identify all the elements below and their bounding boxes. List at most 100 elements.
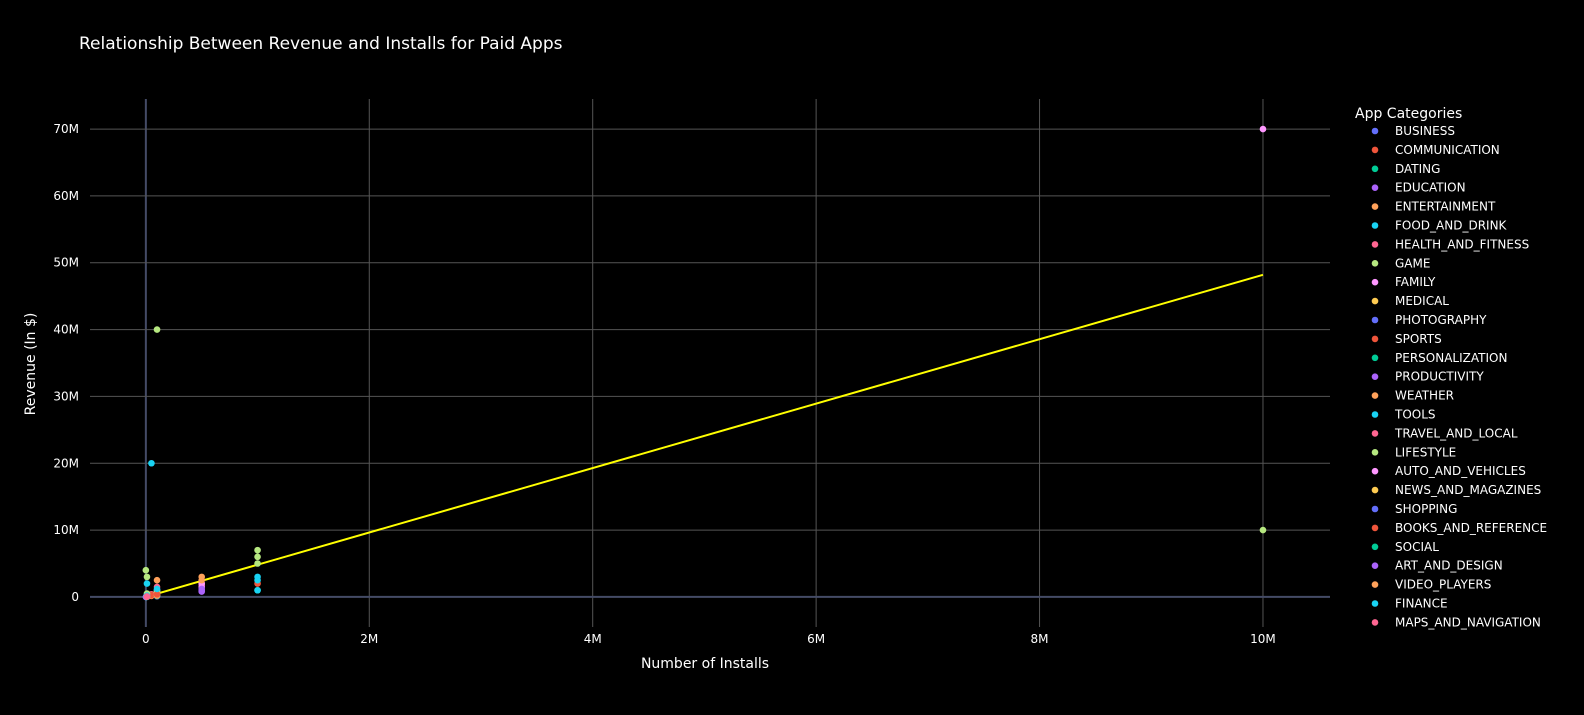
data-point — [153, 585, 161, 593]
data-point — [142, 566, 150, 574]
legend-marker — [1371, 165, 1379, 173]
legend-label: AUTO_AND_VEHICLES — [1395, 464, 1526, 478]
legend-item-maps-and-navigation[interactable]: MAPS_AND_NAVIGATION — [1371, 615, 1541, 629]
legend-label: PERSONALIZATION — [1395, 351, 1507, 365]
legend-item-news-and-magazines[interactable]: NEWS_AND_MAGAZINES — [1371, 483, 1542, 497]
legend-label: SHOPPING — [1395, 502, 1457, 516]
legend-item-entertainment[interactable]: ENTERTAINMENT — [1371, 200, 1496, 214]
y-tick-label: 30M — [53, 389, 79, 403]
legend-marker — [1371, 184, 1379, 191]
legend-label: GAME — [1395, 256, 1430, 270]
legend-label: FINANCE — [1395, 597, 1448, 611]
legend-item-travel-and-local[interactable]: TRAVEL_AND_LOCAL — [1371, 426, 1518, 440]
legend-label: BOOKS_AND_REFERENCE — [1395, 521, 1547, 535]
legend-marker — [1371, 354, 1379, 362]
legend-item-sports[interactable]: SPORTS — [1371, 332, 1442, 346]
legend-item-productivity[interactable]: PRODUCTIVITY — [1371, 370, 1485, 384]
legend-item-photography[interactable]: PHOTOGRAPHY — [1371, 313, 1487, 327]
legend-label: NEWS_AND_MAGAZINES — [1395, 483, 1541, 497]
legend-marker — [1371, 449, 1379, 456]
legend-item-art-and-design[interactable]: ART_AND_DESIGN — [1371, 559, 1503, 573]
x-tick-label: 0 — [142, 632, 150, 646]
x-tick-label: 8M — [1031, 632, 1049, 646]
x-tick-label: 6M — [807, 632, 825, 646]
legend-item-communication[interactable]: COMMUNICATION — [1371, 143, 1500, 157]
legend-marker — [1371, 430, 1379, 437]
legend-label: EDUCATION — [1395, 181, 1466, 195]
legend-item-video-players[interactable]: VIDEO_PLAYERS — [1371, 578, 1492, 592]
legend-item-social[interactable]: SOCIAL — [1371, 540, 1439, 554]
y-tick-label: 0 — [71, 590, 79, 604]
legend-item-auto-and-vehicles[interactable]: AUTO_AND_VEHICLES — [1371, 464, 1526, 478]
legend-label: SPORTS — [1395, 332, 1442, 346]
y-tick-label: 40M — [53, 323, 79, 337]
legend-label: PHOTOGRAPHY — [1395, 313, 1487, 327]
x-axis-title: Number of Installs — [641, 656, 769, 672]
legend-item-personalization[interactable]: PERSONALIZATION — [1371, 351, 1508, 365]
y-tick-label: 10M — [53, 523, 79, 537]
y-tick-label: 60M — [53, 189, 79, 203]
legend-item-lifestyle[interactable]: LIFESTYLE — [1371, 445, 1457, 459]
data-point — [254, 576, 261, 584]
legend-label: SOCIAL — [1395, 540, 1439, 554]
legend-label: TRAVEL_AND_LOCAL — [1394, 426, 1518, 440]
legend-label: FAMILY — [1395, 275, 1436, 289]
legend-item-business[interactable]: BUSINESS — [1371, 124, 1455, 138]
legend-label: BUSINESS — [1395, 124, 1455, 138]
legend-item-family[interactable]: FAMILY — [1371, 275, 1436, 289]
legend-label: VIDEO_PLAYERS — [1395, 578, 1491, 592]
legend-marker — [1371, 316, 1379, 324]
data-point — [254, 560, 261, 567]
legend-marker — [1371, 260, 1379, 267]
legend[interactable]: App Categories BUSINESS COMMUNICATION DATI… — [1355, 106, 1547, 629]
legend-label: LIFESTYLE — [1395, 445, 1456, 459]
data-point — [254, 586, 261, 594]
legend-marker — [1371, 619, 1379, 626]
legend-item-medical[interactable]: MEDICAL — [1371, 294, 1450, 308]
legend-item-weather[interactable]: WEATHER — [1371, 389, 1454, 403]
data-point — [1259, 526, 1267, 534]
legend-marker — [1371, 146, 1379, 154]
y-tick-label: 20M — [53, 456, 79, 470]
legend-marker — [1371, 222, 1379, 229]
data-point — [143, 573, 151, 581]
grid — [90, 99, 1330, 627]
legend-label: ENTERTAINMENT — [1395, 200, 1496, 214]
data-point — [143, 593, 151, 600]
legend-item-food-and-drink[interactable]: FOOD_AND_DRINK — [1371, 219, 1508, 233]
legend-item-health-and-fitness[interactable]: HEALTH_AND_FITNESS — [1371, 237, 1530, 251]
legend-item-game[interactable]: GAME — [1371, 256, 1431, 270]
legend-marker — [1371, 543, 1379, 551]
legend-label: DATING — [1395, 162, 1440, 176]
legend-item-shopping[interactable]: SHOPPING — [1371, 502, 1458, 516]
legend-marker — [1371, 373, 1379, 381]
data-point — [254, 546, 261, 554]
data-point — [254, 553, 261, 561]
x-tick-label: 10M — [1250, 632, 1276, 646]
legend-title: App Categories — [1355, 106, 1462, 122]
data-point — [153, 590, 161, 598]
legend-item-books-and-reference[interactable]: BOOKS_AND_REFERENCE — [1371, 521, 1547, 535]
legend-item-education[interactable]: EDUCATION — [1371, 181, 1466, 195]
data-point — [148, 459, 155, 467]
legend-marker — [1371, 600, 1379, 607]
legend-marker — [1371, 392, 1379, 399]
legend-label: FOOD_AND_DRINK — [1395, 219, 1508, 233]
legend-item-tools[interactable]: TOOLS — [1371, 408, 1436, 422]
series-maps-and-navigation — [143, 593, 151, 600]
x-tick-label: 4M — [584, 632, 602, 646]
x-tick-label: 2M — [360, 632, 378, 646]
data-point — [198, 576, 206, 584]
legend-label: TOOLS — [1394, 408, 1436, 422]
legend-marker — [1371, 203, 1379, 210]
legend-item-dating[interactable]: DATING — [1371, 162, 1441, 176]
data-point — [1259, 125, 1267, 133]
x-axis-ticks: 0 2M 4M 6M 8M 10M — [142, 632, 1276, 646]
series-game — [142, 326, 1267, 581]
legend-marker — [1371, 335, 1379, 343]
legend-marker — [1371, 411, 1379, 418]
data-point — [153, 326, 161, 333]
legend-item-finance[interactable]: FINANCE — [1371, 597, 1448, 611]
y-tick-label: 70M — [53, 122, 79, 136]
legend-marker — [1371, 467, 1379, 475]
